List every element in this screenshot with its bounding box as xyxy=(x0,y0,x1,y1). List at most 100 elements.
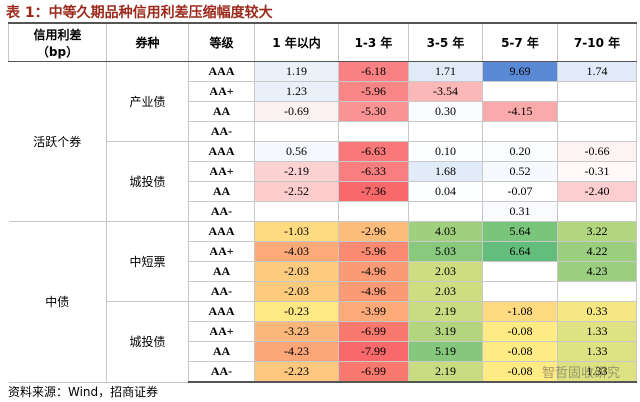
table-row: 城投债 AAA -0.23 -3.99 2.19 -1.08 0.33 xyxy=(9,301,637,383)
value-cell: 1.23 xyxy=(254,81,339,102)
value-cell xyxy=(482,261,558,282)
rating: AA xyxy=(188,341,255,362)
value-cell: 1.33 xyxy=(557,341,637,362)
rating: AA+ xyxy=(188,241,255,262)
value-cell: 0.52 xyxy=(482,161,558,182)
value-cell: -6.99 xyxy=(338,321,409,342)
value-cell: 5.19 xyxy=(408,341,483,362)
section-label: 活跃个券 xyxy=(8,61,107,222)
value-cell: 5.64 xyxy=(482,221,558,242)
value-cell: 1.71 xyxy=(408,61,483,82)
rating: AA+ xyxy=(188,161,255,182)
value-cell: -4.96 xyxy=(338,261,409,282)
source-note: 资料来源：Wind，招商证券 xyxy=(8,385,159,399)
header-cell: 券种 xyxy=(106,22,189,62)
rating: AA- xyxy=(188,281,255,302)
group-label: 城投债 xyxy=(106,301,189,383)
value-cell: 3.22 xyxy=(557,221,637,242)
value-cell xyxy=(254,121,339,142)
table-body: 活跃个券 产业债 AAA 1.19 -6.18 1.71 9.69 1.74 AA+ 1.23 -5… xyxy=(8,61,637,383)
table-row: 中债 中短票 AAA -1.03 -2.96 4.03 5.64 3.22 xyxy=(8,221,637,383)
header-cell: 7-10 年 xyxy=(557,22,637,62)
value-cell xyxy=(408,201,483,222)
value-cell: 0.04 xyxy=(408,181,483,202)
header-cell: 1 年以内 xyxy=(254,22,339,62)
table-row: AA -4.23 -7.99 5.19 -0.08 1.33 xyxy=(9,341,637,362)
value-cell xyxy=(482,281,558,302)
rating: AA xyxy=(188,261,255,282)
value-cell: 1.19 xyxy=(254,61,339,82)
rating: AAA xyxy=(188,141,255,162)
value-cell: -0.07 xyxy=(482,181,558,202)
value-cell: -3.54 xyxy=(408,81,483,102)
value-cell: -3.99 xyxy=(338,301,409,322)
value-cell: -7.99 xyxy=(338,341,409,362)
value-cell xyxy=(557,101,637,122)
value-cell: -4.96 xyxy=(338,281,409,302)
value-cell xyxy=(338,201,409,222)
value-cell: 2.19 xyxy=(408,301,483,322)
value-cell: 2.03 xyxy=(408,281,483,302)
table-row: AA -0.69 -5.30 0.30 -4.15 xyxy=(9,101,637,122)
value-cell: 2.03 xyxy=(408,261,483,282)
value-cell: 5.03 xyxy=(408,241,483,262)
value-cell: -6.63 xyxy=(338,141,409,162)
value-cell: -2.19 xyxy=(254,161,339,182)
rating: AA- xyxy=(188,201,255,222)
value-cell: -2.03 xyxy=(254,261,339,282)
header-cell: 3-5 年 xyxy=(408,22,483,62)
value-cell: 0.10 xyxy=(408,141,483,162)
value-cell: -1.08 xyxy=(482,301,558,322)
table-row: AA- xyxy=(9,121,637,142)
header-row: 信用利差（bp） 券种 等级 1 年以内 1-3 年 3-5 年 5-7 年 7-10 年 xyxy=(8,22,637,62)
value-cell: -4.23 xyxy=(254,341,339,362)
table-row: 活跃个券 产业债 AAA 1.19 -6.18 1.71 9.69 1.74 xyxy=(8,61,637,222)
value-cell: -5.96 xyxy=(338,241,409,262)
value-cell: 0.31 xyxy=(482,201,558,222)
value-cell: -0.69 xyxy=(254,101,339,122)
value-cell: -7.36 xyxy=(338,181,409,202)
header-cell: 1-3 年 xyxy=(338,22,409,62)
section-label: 中债 xyxy=(8,221,107,383)
group-label: 产业债 xyxy=(106,61,189,142)
value-cell: -0.23 xyxy=(254,301,339,322)
rating: AA- xyxy=(188,361,255,383)
data-table: 信用利差（bp） 券种 等级 1 年以内 1-3 年 3-5 年 5-7 年 7-10 年 活… xyxy=(8,22,637,383)
value-cell xyxy=(557,81,637,102)
value-cell: 3.19 xyxy=(408,321,483,342)
value-cell: -5.96 xyxy=(338,81,409,102)
value-cell: -5.30 xyxy=(338,101,409,122)
rating: AAA xyxy=(188,61,255,82)
watermark: 智哲固收研究 xyxy=(541,366,620,381)
rating: AAA xyxy=(188,301,255,322)
value-cell: 1.33 xyxy=(557,361,637,383)
rating: AA xyxy=(188,101,255,122)
value-cell: -2.96 xyxy=(338,221,409,242)
value-cell xyxy=(482,121,558,142)
group-label: 中短票 xyxy=(106,221,189,302)
value-cell: -2.03 xyxy=(254,281,339,302)
table-row: AA- -2.03 -4.96 2.03 xyxy=(9,281,637,302)
value-cell: 1.33 xyxy=(557,321,637,342)
table-row: AA+ -3.23 -6.99 3.19 -0.08 1.33 xyxy=(9,321,637,342)
value-cell: -2.23 xyxy=(254,361,339,383)
value-cell xyxy=(408,121,483,142)
header-cell: 等级 xyxy=(188,22,255,62)
value-cell: 4.03 xyxy=(408,221,483,242)
rating: AA+ xyxy=(188,81,255,102)
value-cell: -4.03 xyxy=(254,241,339,262)
value-cell: 0.30 xyxy=(408,101,483,122)
rating: AA+ xyxy=(188,321,255,342)
value-cell: -3.23 xyxy=(254,321,339,342)
value-cell: -2.52 xyxy=(254,181,339,202)
table-row: AA+ -4.03 -5.96 5.03 6.64 4.22 xyxy=(9,241,637,262)
table-title: 表 1：中等久期品种信用利差压缩幅度较大 xyxy=(6,5,273,21)
value-cell: -6.18 xyxy=(338,61,409,82)
table-row: 城投债 AAA 0.56 -6.63 0.10 0.20 -0.66 xyxy=(9,141,637,222)
value-cell xyxy=(254,201,339,222)
rating: AA xyxy=(188,181,255,202)
value-cell xyxy=(482,81,558,102)
value-cell: 4.23 xyxy=(557,261,637,282)
value-cell: -6.99 xyxy=(338,361,409,383)
